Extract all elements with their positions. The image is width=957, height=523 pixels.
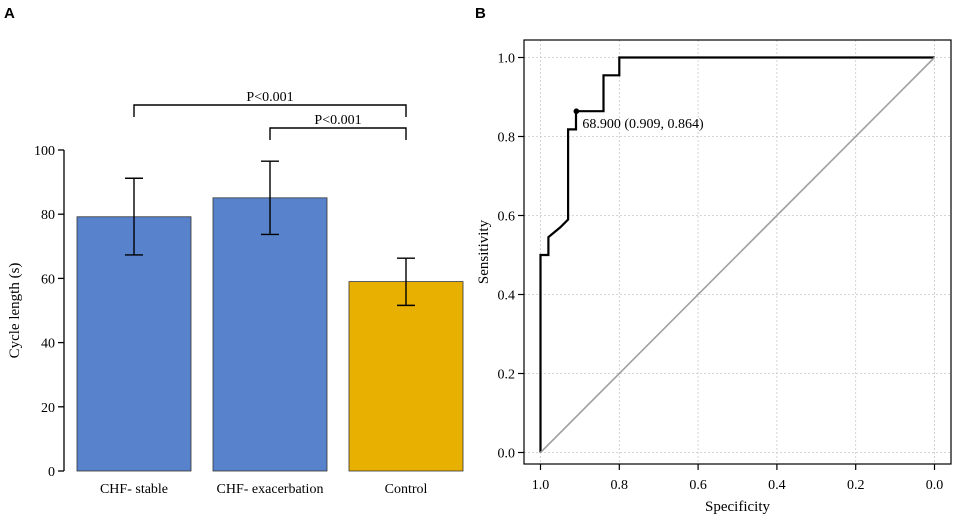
y-tick-label: 20 bbox=[41, 401, 55, 416]
cutoff-label: 68.900 (0.909, 0.864) bbox=[582, 117, 704, 132]
panel-label-b: B bbox=[475, 5, 486, 22]
y-tick-label: 1.0 bbox=[498, 52, 516, 67]
bar bbox=[212, 197, 328, 472]
y-tick-label: 100 bbox=[34, 144, 55, 159]
x-tick-label: 0.0 bbox=[926, 478, 944, 493]
x-tick-label: 0.2 bbox=[847, 478, 865, 493]
y-axis-label: Cycle length (s) bbox=[7, 263, 23, 359]
reference-line bbox=[539, 56, 936, 454]
category-label: CHF- stable bbox=[100, 482, 168, 497]
y-tick-label: 0.0 bbox=[498, 447, 516, 462]
significance-label: P<0.001 bbox=[314, 113, 361, 128]
y-tick-label: 0.2 bbox=[498, 368, 516, 383]
category-label: Control bbox=[385, 482, 428, 497]
category-label: CHF- exacerbation bbox=[217, 482, 324, 497]
y-tick-label: 60 bbox=[41, 272, 55, 287]
roc-curve bbox=[539, 56, 935, 453]
y-tick-label: 40 bbox=[41, 337, 55, 352]
significance-bracket bbox=[269, 127, 407, 140]
x-tick-label: 0.8 bbox=[611, 478, 629, 493]
x-tick-label: 0.4 bbox=[768, 478, 786, 493]
y-axis-label: Sensitivity bbox=[476, 219, 492, 284]
significance-label: P<0.001 bbox=[246, 90, 293, 105]
significance-bracket bbox=[133, 104, 407, 117]
x-axis-label: Specificity bbox=[705, 499, 770, 515]
y-tick-label: 80 bbox=[41, 208, 55, 223]
bar bbox=[348, 281, 464, 472]
plot-frame bbox=[523, 39, 952, 465]
y-tick-label: 0.6 bbox=[498, 210, 516, 225]
panel-label-a: A bbox=[4, 5, 15, 22]
cutoff-point bbox=[573, 108, 580, 115]
x-tick-label: 0.6 bbox=[689, 478, 707, 493]
y-tick-label: 0 bbox=[48, 465, 55, 480]
y-tick-label: 0.8 bbox=[498, 131, 516, 146]
x-tick-label: 1.0 bbox=[532, 478, 550, 493]
y-tick-label: 0.4 bbox=[498, 289, 516, 304]
